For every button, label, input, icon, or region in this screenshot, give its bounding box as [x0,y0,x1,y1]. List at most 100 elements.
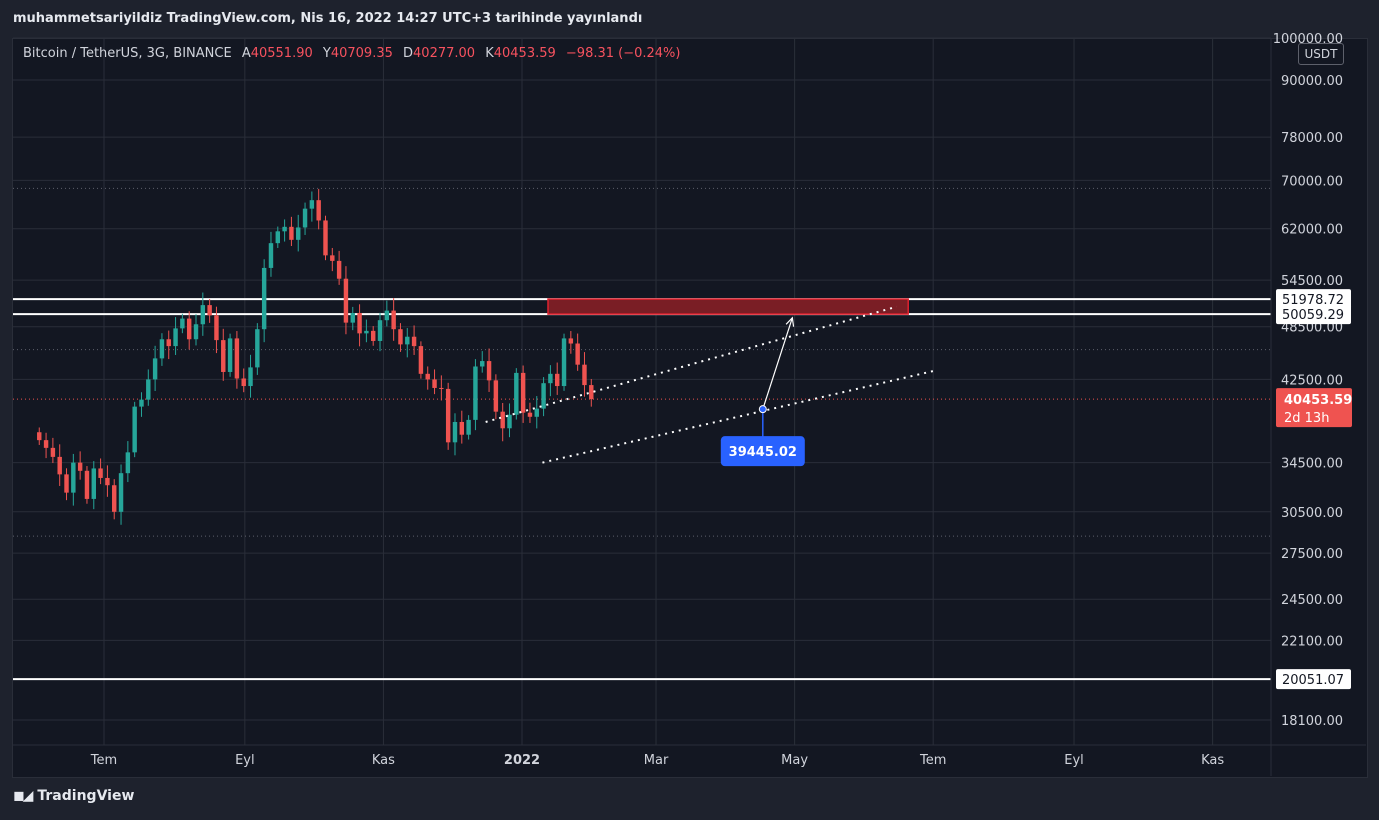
currency-button[interactable]: USDT [1298,43,1344,65]
channel-upper-line[interactable] [485,305,898,423]
candle[interactable] [377,312,383,352]
candle[interactable] [77,451,83,480]
candle[interactable] [248,354,253,398]
candle[interactable] [364,319,369,343]
candle[interactable] [486,348,492,392]
candle[interactable] [84,466,90,504]
candle[interactable] [193,314,199,346]
candle[interactable] [534,396,539,429]
candle[interactable] [568,331,574,354]
candle[interactable] [118,464,124,525]
candle[interactable] [507,403,512,438]
candle[interactable] [221,328,226,381]
candle[interactable] [357,304,362,347]
candle[interactable] [152,345,158,392]
candle[interactable] [57,444,62,486]
candlestick-series[interactable] [37,188,594,525]
candle[interactable] [186,311,192,350]
candle[interactable] [370,326,376,346]
candle[interactable] [91,461,96,510]
candle[interactable] [180,313,185,334]
candle[interactable] [302,202,308,235]
candle[interactable] [384,300,390,327]
candle[interactable] [445,382,451,450]
candle[interactable] [527,402,533,423]
candle[interactable] [261,259,267,343]
trend-drawings[interactable]: 39445.02 [485,305,934,467]
candle[interactable] [350,306,355,331]
candle[interactable] [50,437,56,464]
chart-frame[interactable] [12,38,1368,778]
candle[interactable] [473,359,478,431]
candle[interactable] [493,374,499,420]
candle[interactable] [64,468,69,501]
marker-label-bg[interactable] [720,436,805,467]
candle[interactable] [541,377,546,417]
candle[interactable] [37,427,42,445]
candle[interactable] [139,392,144,417]
candle[interactable] [173,317,178,355]
candle[interactable] [268,231,274,277]
candle[interactable] [166,330,171,360]
candle[interactable] [514,368,519,420]
candle[interactable] [43,432,49,459]
candle[interactable] [132,401,137,458]
line-price-tag-bg[interactable] [1276,289,1351,310]
candle[interactable] [309,191,315,222]
candle[interactable] [282,219,287,242]
candle[interactable] [520,365,526,423]
candle[interactable] [398,323,403,352]
resistance-zone-rect[interactable] [547,298,909,315]
candle[interactable] [411,325,417,355]
candle[interactable] [391,298,396,341]
candle[interactable] [207,299,212,323]
candle[interactable] [452,413,458,456]
marker-label[interactable]: 39445.02 [729,445,797,460]
candle[interactable] [125,441,131,483]
candle[interactable] [480,351,485,373]
candle[interactable] [554,362,560,395]
candle[interactable] [241,368,246,393]
candle[interactable] [405,328,410,358]
candle[interactable] [200,292,206,336]
price-axis[interactable]: 100000.0090000.0078000.0070000.0062000.0… [1270,32,1352,776]
candle[interactable] [234,331,240,389]
candle[interactable] [439,375,444,401]
resistance-zone[interactable] [547,298,909,315]
candle[interactable] [418,341,424,379]
line-price-tag-bg[interactable] [1276,304,1351,325]
time-axis[interactable]: Tem Eyl Kas 2022 Mar May Tem Eyl Kas [12,744,1366,768]
candle[interactable] [343,266,349,335]
candle[interactable] [561,333,567,391]
tradingview-brand[interactable]: ◼◢ TradingView [13,788,134,804]
candle[interactable] [575,333,580,371]
candle[interactable] [71,453,76,506]
candle[interactable] [105,465,110,497]
marker-dot[interactable] [758,405,767,414]
candle[interactable] [500,402,505,442]
candle[interactable] [582,352,587,397]
candle[interactable] [227,333,233,377]
candle[interactable] [466,415,471,440]
candle[interactable] [214,306,219,354]
candle[interactable] [316,188,321,230]
candle[interactable] [425,366,430,390]
candle[interactable] [323,215,328,261]
candle[interactable] [146,369,151,406]
last-price-tag-bg[interactable] [1276,388,1352,428]
candle[interactable] [548,365,553,397]
candle[interactable] [289,216,294,246]
candle[interactable] [336,250,342,285]
candle[interactable] [275,226,281,248]
candle[interactable] [112,479,117,520]
projection-arrow[interactable] [762,317,793,410]
candle[interactable] [255,323,260,375]
line-price-tag-bg[interactable] [1276,669,1351,690]
candle[interactable] [459,410,465,444]
candle[interactable] [589,379,594,407]
candle[interactable] [159,333,165,366]
candle[interactable] [296,214,301,252]
candle[interactable] [432,369,437,395]
candle[interactable] [330,247,335,272]
